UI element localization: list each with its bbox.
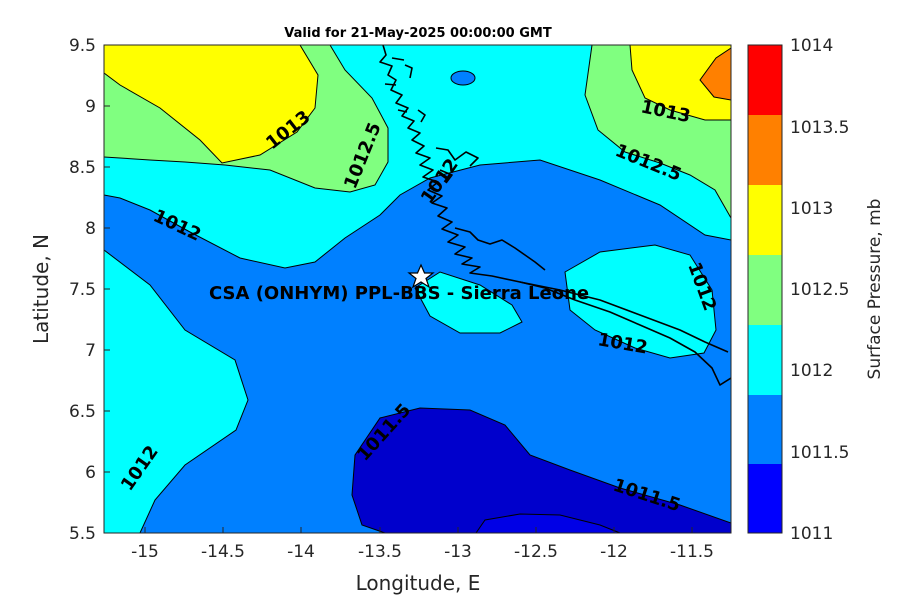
plot-area: 1013 1012.5 1012 1012 1013 1012.5 1012 1… — [104, 45, 731, 533]
band-1012.5-1013-east — [630, 45, 731, 120]
x-tick-label: -12 — [600, 542, 628, 562]
x-tick-label: -12.5 — [514, 542, 558, 562]
colorbar-band — [748, 464, 782, 533]
colorbar-frame — [747, 44, 783, 534]
contour-lines — [104, 45, 731, 533]
y-axis: 9.5 9 8.5 8 7.5 7 6.5 6 5.5 Latitude, N — [29, 36, 110, 544]
band-1011.5-1012-left — [104, 250, 248, 533]
y-tick-label: 7.5 — [69, 280, 96, 300]
colorbar-band — [748, 255, 782, 325]
y-tick-label: 8 — [85, 219, 96, 239]
x-tick-label: -13.5 — [358, 542, 402, 562]
site-label: CSA (ONHYM) PPL-BBS - Sierra Leone — [209, 283, 589, 304]
x-tick-label: -15 — [131, 542, 159, 562]
colorbar-band — [748, 395, 782, 464]
x-axis: -15 -14.5 -14 -13.5 -13 -12.5 -12 -11.5 … — [131, 527, 714, 595]
y-tick-label: 6.5 — [69, 402, 96, 422]
coastline — [379, 45, 731, 386]
band-1013-1013.5 — [700, 48, 731, 100]
band-1011-1011.5-spot — [451, 71, 475, 85]
colorbar-tick-label: 1012 — [790, 361, 833, 381]
x-tick-label: -11.5 — [670, 542, 714, 562]
site-star-icon — [407, 263, 435, 289]
y-tick-label: 9 — [85, 97, 96, 117]
colorbar-tick-label: 1011 — [790, 524, 833, 544]
x-tick-label: -13 — [444, 542, 472, 562]
band-below-1011-deep — [476, 514, 620, 533]
colorbar-band — [748, 325, 782, 395]
chart-title: Valid for 21-May-2025 00:00:00 GMT — [284, 26, 552, 41]
band-below-1011 — [352, 408, 731, 533]
y-axis-label: Latitude, N — [29, 234, 53, 344]
colorbar-tick-label: 1012.5 — [790, 280, 849, 300]
band-1011-1011.5-east-corner — [722, 378, 731, 390]
y-tick-label: 6 — [85, 463, 96, 483]
colorbar-tick-label: 1014 — [790, 36, 833, 56]
band-1012.5-1013-west — [104, 45, 318, 163]
colorbar-label: Surface Pressure, mb — [865, 199, 885, 380]
colorbar: 1014 1013.5 1013 1012.5 1012 1011.5 1011… — [747, 36, 885, 544]
colorbar-band — [748, 185, 782, 255]
colorbar-tick-label: 1011.5 — [790, 443, 849, 463]
x-tick-label: -14 — [287, 542, 315, 562]
colorbar-tick-label: 1013 — [790, 199, 833, 219]
band-1011.5-1012-lobe-south — [415, 272, 522, 333]
colorbar-band — [748, 45, 782, 115]
y-tick-label: 8.5 — [69, 158, 96, 178]
y-tick-label: 9.5 — [69, 36, 96, 56]
y-tick-label: 7 — [85, 341, 96, 361]
x-tick-label: -14.5 — [201, 542, 245, 562]
colorbar-tick-label: 1013.5 — [790, 118, 849, 138]
y-tick-label: 5.5 — [69, 524, 96, 544]
colorbar-band — [748, 115, 782, 185]
x-axis-label: Longitude, E — [356, 571, 481, 595]
